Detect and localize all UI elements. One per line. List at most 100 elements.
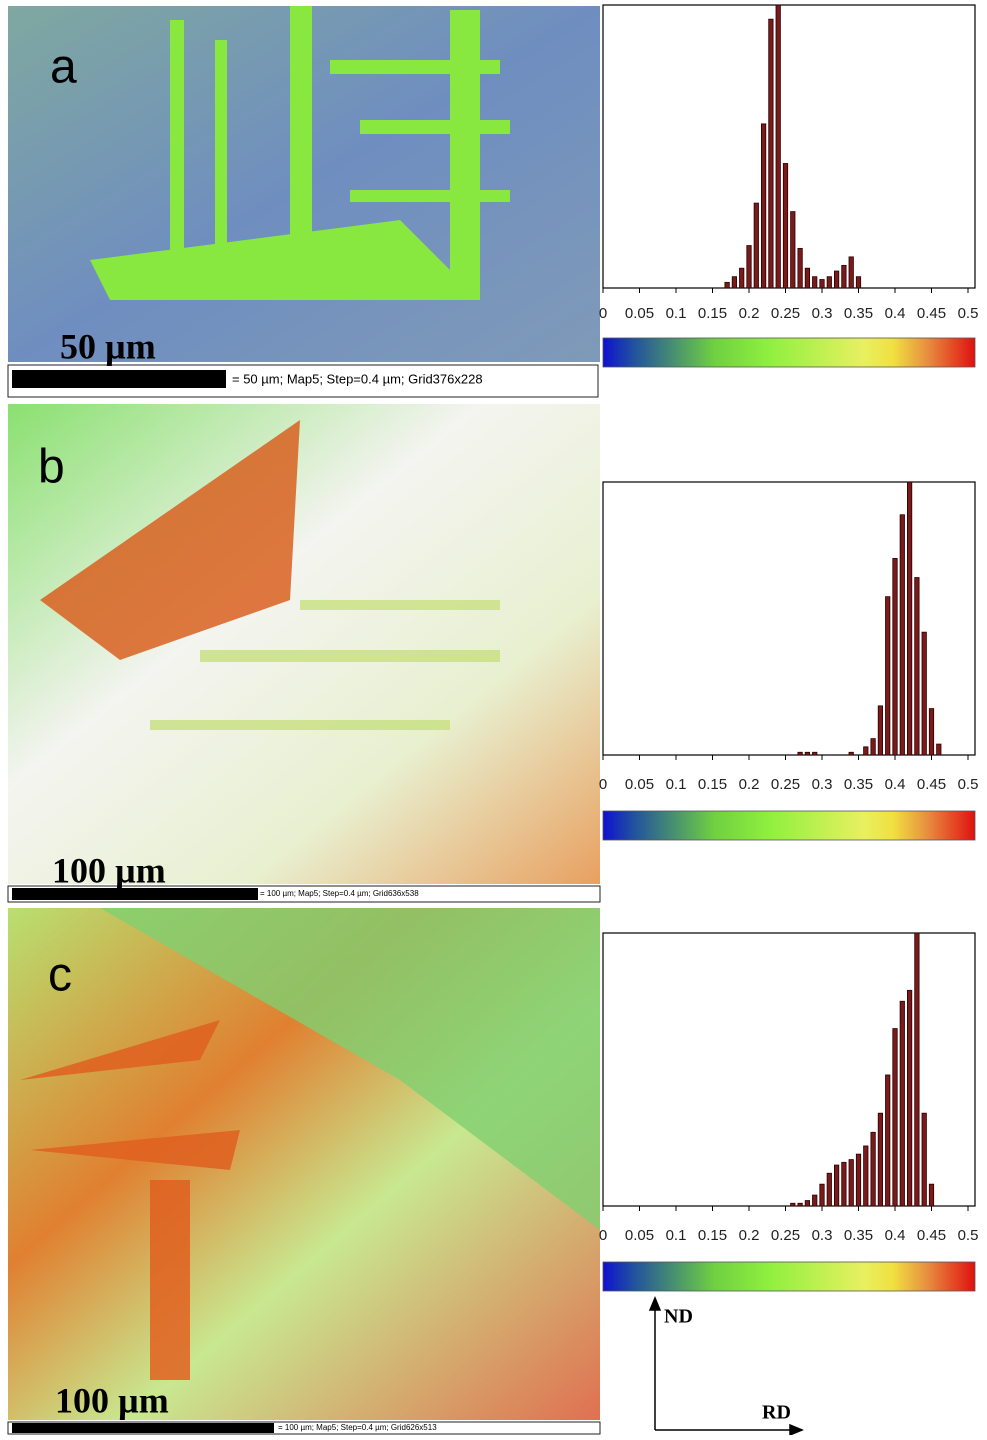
bar <box>855 276 862 289</box>
bar <box>899 1000 905 1207</box>
bar <box>907 989 913 1207</box>
x-tick-label: 0.5 <box>958 305 979 322</box>
bar <box>841 1161 847 1207</box>
bar <box>921 631 927 756</box>
panel-label: a <box>50 41 77 94</box>
x-tick-label: 0.35 <box>844 305 873 322</box>
bar <box>826 1172 832 1207</box>
bar <box>885 1074 891 1207</box>
bar <box>804 1200 811 1207</box>
map-caption: = 100 µm; Map5; Step=0.4 µm; Grid636x538 <box>260 889 419 898</box>
bar <box>753 202 759 289</box>
bar <box>834 1164 840 1207</box>
bar <box>928 1183 935 1207</box>
plot-frame <box>602 932 976 1207</box>
bar <box>870 1131 876 1207</box>
x-tick-label: 0.25 <box>771 305 800 322</box>
x-tick-label: 0.15 <box>698 1227 727 1244</box>
x-tick-label: 0.45 <box>917 305 946 322</box>
bar <box>790 211 796 289</box>
x-tick-label: 0.15 <box>698 305 727 322</box>
x-tick-label: 0.25 <box>771 1227 800 1244</box>
bar <box>746 245 752 289</box>
map-b <box>7 404 601 903</box>
bar <box>819 279 825 289</box>
bar <box>863 746 869 756</box>
x-tick-label: 0.5 <box>958 1227 979 1244</box>
bar <box>768 18 774 289</box>
bar <box>892 1028 898 1207</box>
scale-bar-label: 100 µm <box>55 1380 169 1420</box>
bar <box>782 163 789 289</box>
bar <box>907 481 913 756</box>
bar <box>863 1145 869 1207</box>
bar <box>928 708 935 756</box>
bar <box>841 264 847 289</box>
x-tick-label: 0.1 <box>666 776 687 793</box>
orientation-axes <box>648 1296 804 1437</box>
x-tick-label: 0 <box>599 305 607 322</box>
map-caption: = 50 µm; Map5; Step=0.4 µm; Grid376x228 <box>232 371 483 386</box>
bar <box>797 1202 803 1207</box>
bar <box>731 276 738 289</box>
x-tick-label: 0.45 <box>917 776 946 793</box>
bar <box>812 1194 818 1207</box>
scale-bar-label: 50 µm <box>60 326 156 366</box>
x-tick-label: 0 <box>599 1227 607 1244</box>
x-tick-label: 0.2 <box>739 305 760 322</box>
bar <box>848 751 854 756</box>
x-tick-label: 0.1 <box>666 1227 687 1244</box>
color-bar <box>602 810 976 841</box>
x-tick-label: 0.4 <box>885 776 906 793</box>
map-a <box>7 6 600 398</box>
x-tick-label: 0.25 <box>771 776 800 793</box>
x-tick-label: 0.2 <box>739 1227 760 1244</box>
bar <box>899 514 905 756</box>
bar <box>877 1112 884 1207</box>
plot-frame <box>602 4 976 289</box>
x-tick-label: 0.05 <box>625 776 654 793</box>
x-tick-label: 0.05 <box>625 305 654 322</box>
bar <box>819 1183 825 1207</box>
x-tick-label: 0.5 <box>958 776 979 793</box>
bar <box>877 705 884 756</box>
x-tick-label: 0.35 <box>844 776 873 793</box>
bar <box>892 558 898 756</box>
bar <box>870 738 876 756</box>
bar <box>885 596 891 756</box>
x-tick-label: 0.4 <box>885 1227 906 1244</box>
x-tick-label: 0.1 <box>666 305 687 322</box>
bar <box>812 751 818 756</box>
color-bar <box>602 337 976 368</box>
x-tick-label: 0.3 <box>812 1227 833 1244</box>
color-bar <box>602 1261 976 1292</box>
bar <box>848 1159 854 1207</box>
x-tick-label: 0.45 <box>917 1227 946 1244</box>
bar <box>790 1202 796 1207</box>
bar <box>739 267 745 289</box>
x-tick-label: 0.3 <box>812 776 833 793</box>
plot-frame <box>602 481 976 756</box>
bar <box>761 123 767 289</box>
x-tick-label: 0.3 <box>812 305 833 322</box>
bar <box>848 256 854 289</box>
bar <box>804 751 811 756</box>
bar <box>812 276 818 289</box>
x-tick-label: 0.05 <box>625 1227 654 1244</box>
x-tick-label: 0.2 <box>739 776 760 793</box>
panel-label: c <box>48 949 72 1002</box>
x-tick-label: 0.4 <box>885 305 906 322</box>
bar <box>855 1153 862 1207</box>
map-caption: = 100 µm; Map5; Step=0.4 µm; Grid626x513 <box>278 1423 437 1432</box>
bar <box>914 932 920 1207</box>
rd-label: RD <box>762 1402 791 1424</box>
bar <box>914 577 920 756</box>
x-tick-label: 0 <box>599 776 607 793</box>
map-c <box>7 908 601 1435</box>
x-tick-label: 0.35 <box>844 1227 873 1244</box>
bar <box>797 247 803 289</box>
bar <box>724 281 730 289</box>
panel-label: b <box>38 441 65 494</box>
x-tick-label: 0.15 <box>698 776 727 793</box>
bar <box>936 743 942 756</box>
